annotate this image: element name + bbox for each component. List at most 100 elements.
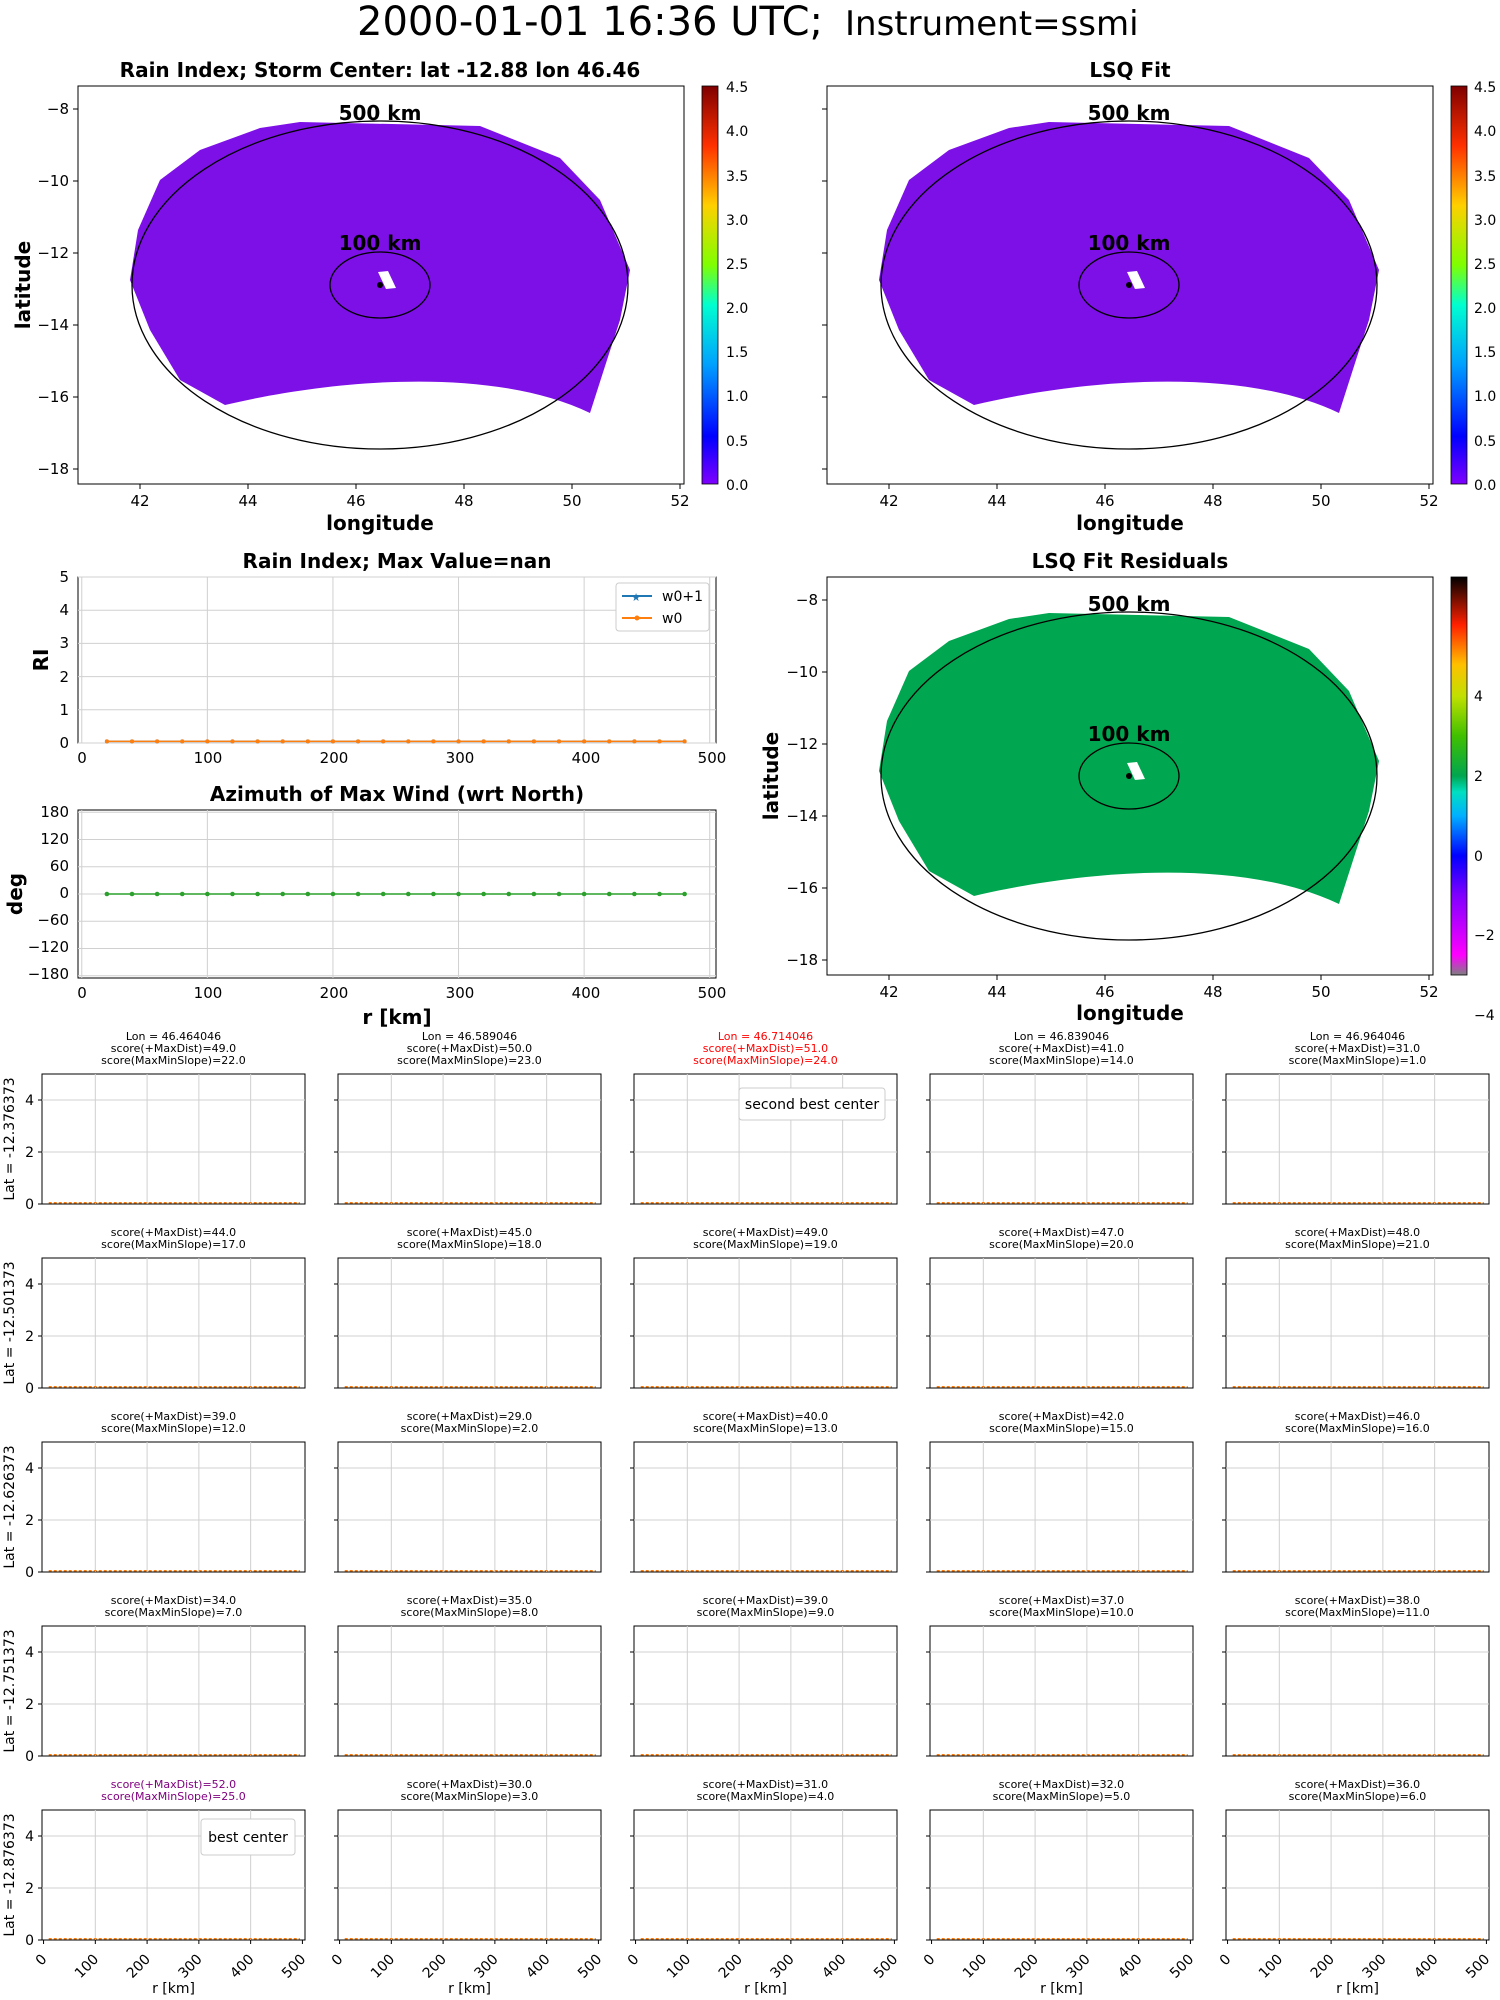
panel-axes (1225, 1441, 1490, 1573)
rain-index-map: Rain Index; Storm Center: lat -12.88 lon… (11, 58, 748, 535)
panel-score-maxminslope: score(MaxMinSlope)=1.0 (1289, 1054, 1427, 1067)
panel-score-maxminslope: score(MaxMinSlope)=18.0 (397, 1238, 542, 1251)
data-point (556, 891, 562, 897)
lsq-ring-outer-label: 500 km (1088, 101, 1171, 125)
panel-lat-label: Lat = -12.501373 (2, 1261, 18, 1384)
rain-profile-yticks: 0 1 2 3 4 5 (59, 568, 69, 752)
rain-profile-legend: ★ w0+1 w0 (615, 582, 710, 632)
lsq-map-xlabel: longitude (1076, 511, 1184, 535)
best-legend (200, 1818, 296, 1856)
lsq-fit-map: LSQ Fit 500 km 100 km 42 44 46 48 50 52 (822, 58, 1496, 535)
rain-cbar-tick: 2.0 (726, 301, 748, 317)
rain-profile-xtick: 100 (194, 749, 223, 767)
residual-xtick: 42 (879, 983, 898, 1001)
residual-cbar-tick: 4 (1474, 689, 1483, 705)
panel-score-maxminslope: score(MaxMinSlope)=21.0 (1285, 1238, 1430, 1251)
residual-storm-center (1126, 773, 1132, 779)
panel-score-maxdist: score(+MaxDist)=36.0 (1295, 1778, 1420, 1791)
rain-ring-100km (329, 251, 431, 319)
rain-profile-axes (77, 576, 717, 744)
panel-score-maxminslope: score(MaxMinSlope)=12.0 (101, 1422, 246, 1435)
data-point (632, 739, 637, 744)
candidate-panel: score(+MaxDist)=39.0score(MaxMinSlope)=9… (630, 1594, 898, 1757)
rain-map-ylabel: latitude (11, 241, 35, 329)
panel-xtick: 0 (921, 1952, 939, 1970)
azimuth-plot: Azimuth of Max Wind (wrt North) 180 120 … (3, 782, 726, 1029)
data-point (280, 739, 285, 744)
candidate-panel: score(+MaxDist)=47.0score(MaxMinSlope)=2… (926, 1226, 1194, 1389)
residual-swath-group: 500 km 100 km (879, 592, 1379, 941)
panel-score-maxdist: score(+MaxDist)=44.0 (111, 1226, 236, 1239)
rain-cbar-tick: 4.0 (726, 124, 748, 140)
candidate-panel: 0 2 4 0 100 200 300 400 500 r [km] score(+MaxDist)… (2, 1778, 309, 1997)
panel-xtick: 100 (72, 1952, 102, 1982)
panel-ytick: 4 (25, 1645, 34, 1661)
panel-xtick: 300 (1063, 1952, 1093, 1982)
azimuth-xtick: 200 (320, 984, 349, 1002)
rain-swath (130, 122, 630, 413)
data-point (129, 891, 135, 897)
lsq-map-yticks (822, 108, 827, 470)
panel-lon-label: Lon = 46.464046 (126, 1030, 221, 1043)
rain-profile-series (104, 739, 687, 744)
lsq-ring-100km (1078, 251, 1180, 319)
rain-profile-ytick: 4 (59, 601, 69, 619)
azimuth-xtick: 100 (194, 984, 223, 1002)
panel-ytick: 2 (25, 1697, 34, 1713)
panel-axes (1225, 1809, 1490, 1941)
panel-ytick: 2 (25, 1145, 34, 1161)
panel-ytick: 0 (25, 1749, 34, 1765)
panel-axes (633, 1625, 898, 1757)
panel-ytick: 4 (25, 1461, 34, 1477)
residual-center-gap (1127, 762, 1145, 780)
rain-ytick: −12 (37, 244, 69, 262)
panel-score-maxminslope: score(MaxMinSlope)=17.0 (101, 1238, 246, 1251)
residual-ring-outer-label: 500 km (1088, 592, 1171, 616)
panel-xtick: 500 (1463, 1952, 1493, 1982)
panel-lon-label: Lon = 46.714046 (718, 1030, 813, 1043)
data-point (255, 739, 260, 744)
panel-score-maxdist: score(+MaxDist)=30.0 (407, 1778, 532, 1791)
azimuth-title: Azimuth of Max Wind (wrt North) (210, 782, 584, 806)
residual-swath (879, 613, 1379, 904)
panel-ytick: 4 (25, 1093, 34, 1109)
rain-profile-ytick: 3 (59, 634, 69, 652)
data-point (682, 739, 687, 744)
panel-xtick: 0 (625, 1952, 643, 1970)
panel-ytick: 0 (25, 1933, 34, 1949)
data-point (130, 739, 135, 744)
residual-ytick: −16 (786, 879, 818, 897)
data-point (481, 891, 486, 897)
candidate-panel: Lon = 46.589046score(+MaxDist)=50.0score… (334, 1030, 602, 1205)
panel-lat-label: Lat = -12.876373 (2, 1813, 18, 1936)
rain-cbar-tick: 4.5 (726, 80, 748, 96)
rain-profile-xticks: 0 100 200 300 400 500 (77, 749, 726, 767)
rain-colorbar (701, 85, 719, 485)
data-point (154, 891, 160, 897)
panel-score-maxdist: score(+MaxDist)=46.0 (1295, 1410, 1420, 1423)
data-point (657, 891, 662, 897)
panel-xtick: 300 (471, 1952, 501, 1982)
candidate-panel: score(+MaxDist)=48.0score(MaxMinSlope)=2… (1222, 1226, 1490, 1389)
lsq-xtick: 46 (1095, 492, 1114, 510)
rain-map-title: Rain Index; Storm Center: lat -12.88 lon… (120, 58, 641, 82)
data-point (431, 739, 436, 744)
data-point (205, 891, 210, 897)
data-point (607, 739, 612, 744)
panel-ytick: 2 (25, 1881, 34, 1897)
panel-xtick: 400 (523, 1952, 553, 1982)
azimuth-series (104, 891, 687, 897)
rain-profile-ylabel: RI (29, 649, 53, 672)
panel-axes (633, 1809, 898, 1941)
azimuth-xtick: 400 (572, 984, 601, 1002)
panel-xtick: 200 (1308, 1952, 1338, 1982)
panel-score-maxdist: score(+MaxDist)=32.0 (999, 1778, 1124, 1791)
rain-center-gap (378, 271, 396, 289)
residual-cbar-tick: −2 (1474, 928, 1495, 944)
residual-ytick: −18 (786, 951, 818, 969)
candidate-panel: score(+MaxDist)=42.0score(MaxMinSlope)=1… (926, 1410, 1194, 1573)
residual-cbar-tick: 0 (1474, 849, 1483, 865)
data-point (406, 739, 411, 744)
candidate-panel: Lon = 46.839046score(+MaxDist)=41.0score… (926, 1030, 1194, 1205)
rain-ytick: −16 (37, 388, 69, 406)
